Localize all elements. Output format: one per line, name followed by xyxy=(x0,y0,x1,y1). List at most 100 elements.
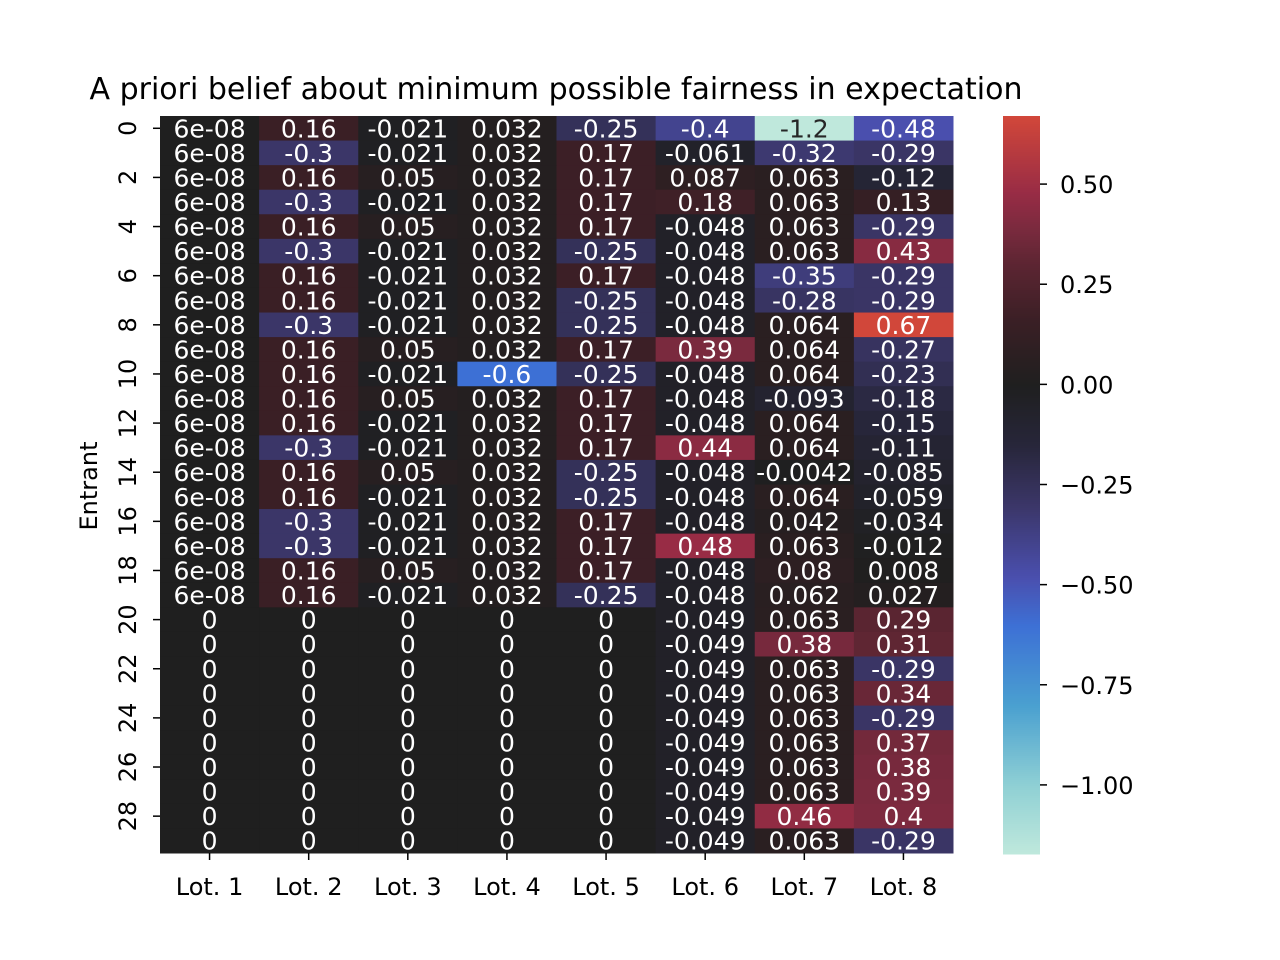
cell-label: -0.048 xyxy=(665,409,746,438)
cell-label: 0.16 xyxy=(281,556,337,585)
colorbar-segment xyxy=(1003,164,1040,167)
colorbar-segment xyxy=(1003,672,1040,675)
heatmap-cell xyxy=(259,558,359,584)
heatmap-cell xyxy=(853,337,954,363)
heatmap-cell xyxy=(457,607,557,633)
heatmap-cell xyxy=(853,116,954,142)
colorbar-segment xyxy=(1003,756,1040,759)
cell-label: -0.049 xyxy=(665,778,746,807)
colorbar-segment xyxy=(1003,798,1040,801)
colorbar-segment xyxy=(1003,786,1040,789)
cell-label: -0.012 xyxy=(863,532,944,561)
cell-label: 0.44 xyxy=(677,434,733,463)
heatmap-cell xyxy=(853,705,954,731)
cell-label: -0.049 xyxy=(665,753,746,782)
colorbar-segment xyxy=(1003,254,1040,257)
colorbar-tick-label: −0.50 xyxy=(1060,572,1134,600)
cell-label: -0.021 xyxy=(368,409,449,438)
colorbar-segment xyxy=(1003,818,1040,821)
colorbar-segment xyxy=(1003,778,1040,781)
heatmap-cell xyxy=(160,238,260,264)
colorbar-segment xyxy=(1003,690,1040,693)
cell-label: 0 xyxy=(598,606,614,635)
cell-label: -0.048 xyxy=(665,213,746,242)
heatmap-cell xyxy=(358,558,458,584)
heatmap-cell xyxy=(358,189,458,215)
colorbar-segment xyxy=(1003,500,1040,503)
colorbar-segment xyxy=(1003,486,1040,489)
colorbar-segment xyxy=(1003,212,1040,215)
heatmap-cell xyxy=(853,730,954,756)
cell-label: 0 xyxy=(301,753,317,782)
colorbar-segment xyxy=(1003,404,1040,407)
cell-label: 0.063 xyxy=(769,237,841,266)
cell-label: 0.17 xyxy=(578,434,634,463)
colorbar-segment xyxy=(1003,536,1040,539)
colorbar-segment xyxy=(1003,120,1040,123)
colorbar-segment xyxy=(1003,726,1040,729)
colorbar-segment xyxy=(1003,746,1040,749)
cell-label: 6e-08 xyxy=(174,532,246,561)
cell-label: -0.25 xyxy=(574,311,639,340)
heatmap-cell xyxy=(457,337,557,363)
cell-label: 0.38 xyxy=(876,753,932,782)
colorbar-segment xyxy=(1003,634,1040,637)
colorbar-segment xyxy=(1003,808,1040,811)
cell-label: 0 xyxy=(202,728,218,757)
colorbar-segment xyxy=(1003,684,1040,687)
heatmap-cell xyxy=(160,165,260,191)
colorbar-segment xyxy=(1003,532,1040,535)
cell-label: -0.048 xyxy=(665,360,746,389)
colorbar-segment xyxy=(1003,480,1040,483)
cell-label: -0.4 xyxy=(681,114,730,143)
colorbar-segment xyxy=(1003,512,1040,515)
colorbar-segment xyxy=(1003,382,1040,385)
colorbar-segment xyxy=(1003,824,1040,827)
colorbar-segment xyxy=(1003,748,1040,751)
heatmap-cell xyxy=(160,312,260,338)
colorbar-segment xyxy=(1003,648,1040,651)
colorbar-segment xyxy=(1003,434,1040,437)
heatmap-cell xyxy=(853,509,954,535)
colorbar-segment xyxy=(1003,450,1040,453)
colorbar-segment xyxy=(1003,692,1040,695)
cell-label: 0.064 xyxy=(769,360,841,389)
cell-label: -0.25 xyxy=(574,458,639,487)
heatmap-cell xyxy=(556,459,657,485)
heatmap-cell xyxy=(754,803,855,829)
cell-label: -0.0042 xyxy=(756,458,853,487)
colorbar-segment xyxy=(1003,274,1040,277)
cell-label: -0.048 xyxy=(665,237,746,266)
cell-label: -0.021 xyxy=(368,262,449,291)
heatmap-cell xyxy=(853,214,954,240)
cell-label: -0.25 xyxy=(574,114,639,143)
colorbar-segment xyxy=(1003,478,1040,481)
cell-label: -0.23 xyxy=(871,360,936,389)
colorbar-segment xyxy=(1003,698,1040,701)
cell-label: 0.17 xyxy=(578,532,634,561)
heatmap-cell xyxy=(457,582,557,608)
colorbar-segment xyxy=(1003,284,1040,287)
heatmap-cell xyxy=(457,312,557,338)
colorbar-segment xyxy=(1003,600,1040,603)
colorbar-segment xyxy=(1003,372,1040,375)
colorbar-segment xyxy=(1003,130,1040,133)
colorbar-segment xyxy=(1003,194,1040,197)
cell-label: 0.05 xyxy=(380,213,436,242)
heatmap-cell xyxy=(160,582,260,608)
colorbar-segment xyxy=(1003,736,1040,739)
heatmap-cell xyxy=(358,459,458,485)
heatmap-cell xyxy=(457,656,557,682)
cell-label: 0 xyxy=(301,778,317,807)
colorbar-segment xyxy=(1003,124,1040,127)
cell-label: 0.032 xyxy=(471,311,543,340)
cell-label: -0.021 xyxy=(368,311,449,340)
heatmap-cell xyxy=(160,730,260,756)
colorbar-segment xyxy=(1003,570,1040,573)
heatmap-cell xyxy=(754,386,855,412)
cell-label: 0 xyxy=(598,679,614,708)
cell-label: 0.063 xyxy=(769,827,841,856)
heatmap-cell xyxy=(754,656,855,682)
colorbar-segment xyxy=(1003,542,1040,545)
colorbar-segment xyxy=(1003,662,1040,665)
